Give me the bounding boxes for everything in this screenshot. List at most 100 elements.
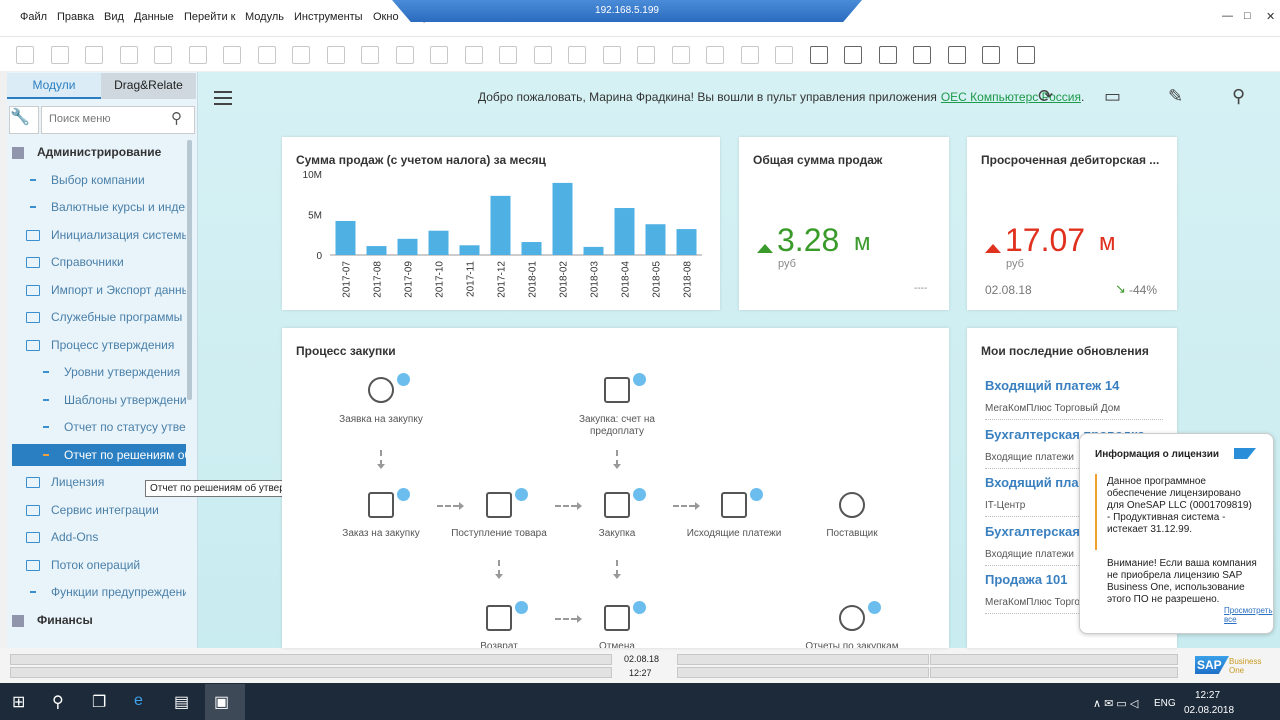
process-icon[interactable] [368, 377, 394, 403]
menu-item[interactable]: Вид [104, 11, 124, 23]
process-icon[interactable] [604, 492, 630, 518]
tree-item[interactable]: Процесс утверждения [51, 337, 175, 352]
welcome-link[interactable]: OEC Компьютерс Россия [940, 90, 1081, 104]
header-icon[interactable]: ⟳ [1038, 86, 1054, 106]
toolbar-icon[interactable] [533, 46, 552, 64]
process-icon[interactable] [721, 492, 747, 518]
toolbar-icon[interactable] [257, 46, 276, 64]
process-label[interactable]: Поставщик [826, 528, 878, 539]
toolbar-icon[interactable] [326, 46, 345, 64]
toolbar-icon[interactable] [809, 46, 828, 64]
tree-item[interactable]: Шаблоны утверждения [64, 392, 186, 407]
tree-item[interactable]: Лицензия [51, 475, 105, 489]
process-icon[interactable] [486, 605, 512, 631]
update-title[interactable]: Входящий платеж [985, 475, 1102, 490]
search-box[interactable] [41, 106, 195, 134]
taskbar-icon[interactable]: ▤ [174, 694, 190, 711]
process-label[interactable]: Поступление товара [451, 528, 547, 539]
section-label[interactable]: Администрирование [37, 145, 162, 159]
toolbar-icon[interactable] [395, 46, 414, 64]
toolbar-icon[interactable] [706, 46, 724, 64]
process-icon[interactable] [604, 377, 630, 403]
process-icon[interactable] [604, 605, 630, 631]
taskbar-icon[interactable]: ▣ [214, 694, 230, 711]
header-icon[interactable]: ⚲ [1232, 86, 1246, 106]
section-label[interactable]: Финансы [37, 612, 93, 627]
process-icon[interactable] [839, 492, 865, 518]
update-title[interactable]: Продажа 101 [985, 572, 1068, 587]
process-label[interactable]: Закупка [598, 528, 636, 539]
taskbar-icon[interactable]: e [134, 692, 143, 709]
process-icon[interactable] [368, 492, 394, 518]
tree-item[interactable]: Инициализация системы [51, 227, 186, 242]
menu-item[interactable]: Модуль [245, 11, 284, 23]
tab-label[interactable]: Drag&Relate [114, 78, 183, 92]
menu-item[interactable]: Окно [373, 11, 399, 23]
license-link[interactable]: Просмотреть все [1224, 606, 1273, 624]
taskbar-icon[interactable]: ❐ [92, 694, 107, 711]
tree-item[interactable]: Сервис интеграции [51, 502, 159, 517]
tree-item[interactable]: Справочники [51, 255, 124, 269]
toolbar-icon[interactable] [223, 46, 241, 64]
toolbar-icon[interactable] [775, 46, 793, 64]
menu-item[interactable]: Перейти к [184, 11, 236, 23]
toolbar-icon[interactable] [154, 46, 172, 64]
tree-item[interactable]: Поток операций [51, 557, 141, 572]
toolbar-icon[interactable] [568, 46, 586, 64]
toolbar-icon[interactable] [913, 46, 931, 64]
process-label[interactable]: Заказ на закупку [342, 528, 420, 539]
toolbar-icon[interactable] [499, 46, 517, 64]
toolbar-icon[interactable] [740, 46, 759, 64]
window-control[interactable]: ✕ [1266, 11, 1276, 23]
update-title[interactable]: Входящий платеж 14 [985, 378, 1120, 393]
toolbar-icon[interactable] [430, 46, 448, 64]
toolbar-icon[interactable] [16, 46, 34, 64]
toolbar-icon[interactable] [844, 46, 862, 64]
toolbar-icon[interactable] [947, 46, 966, 64]
process-label[interactable]: Отчеты по закупкам [805, 641, 899, 648]
toolbar-icon[interactable] [50, 46, 69, 64]
process-label[interactable]: Заявка на закупку [339, 414, 423, 425]
process-icon[interactable] [486, 492, 512, 518]
toolbar-icon[interactable] [671, 46, 690, 64]
header-icon[interactable]: ▭ [1104, 86, 1122, 106]
toolbar-icon[interactable] [602, 46, 621, 64]
tree-item[interactable]: Отчет по статусу утверждения [64, 420, 186, 434]
process-label[interactable]: Отмена [599, 641, 635, 648]
tree-item[interactable]: Служебные программы [51, 310, 183, 324]
toolbar-icon[interactable] [464, 46, 483, 64]
toolbar-icon[interactable] [188, 46, 207, 64]
menu-icon[interactable] [214, 103, 232, 105]
menu-item[interactable]: Инструменты [294, 11, 363, 23]
toolbar-icon[interactable] [982, 46, 1000, 64]
window-control[interactable]: — [1222, 10, 1233, 22]
menu-item[interactable]: Правка [57, 11, 95, 23]
menu-icon[interactable] [214, 97, 232, 99]
process-label[interactable]: Возврат [480, 641, 518, 648]
toolbar-icon[interactable] [637, 46, 655, 64]
toolbar-icon[interactable] [292, 46, 310, 64]
toolbar-icon[interactable] [119, 46, 138, 64]
menu-icon[interactable] [214, 91, 232, 93]
toolbar-icon[interactable] [878, 46, 897, 64]
process-label[interactable]: Закупка: счет на предоплату [579, 414, 655, 437]
taskbar-icon[interactable]: ⚲ [52, 694, 64, 711]
toolbar-icon[interactable] [85, 46, 103, 64]
header-icon[interactable]: ✎ [1168, 86, 1184, 106]
tree-item[interactable]: Выбор компании [51, 172, 145, 187]
tree-item[interactable]: Add-Ons [51, 530, 99, 544]
tree-item[interactable]: Отчет по решениям об утверждении [64, 447, 186, 462]
window-control[interactable]: □ [1244, 10, 1251, 22]
tree-item[interactable]: Импорт и Экспорт данных [51, 282, 186, 297]
toolbar-icon[interactable] [1016, 46, 1035, 64]
process-label[interactable]: Исходящие платежи [686, 528, 782, 539]
process-icon[interactable] [839, 605, 865, 631]
menu-item[interactable]: Файл [20, 11, 48, 23]
taskbar-icon[interactable]: ⊞ [12, 694, 26, 711]
toolbar-icon[interactable] [361, 46, 379, 64]
tools-button[interactable]: 🔧 [9, 106, 39, 134]
tree-item[interactable]: Валютные курсы и индексы [51, 200, 186, 214]
tree-item[interactable]: Функции предупреждения [51, 585, 186, 599]
tree-item[interactable]: Уровни утверждения [64, 365, 181, 379]
menu-item[interactable]: Данные [134, 11, 174, 23]
